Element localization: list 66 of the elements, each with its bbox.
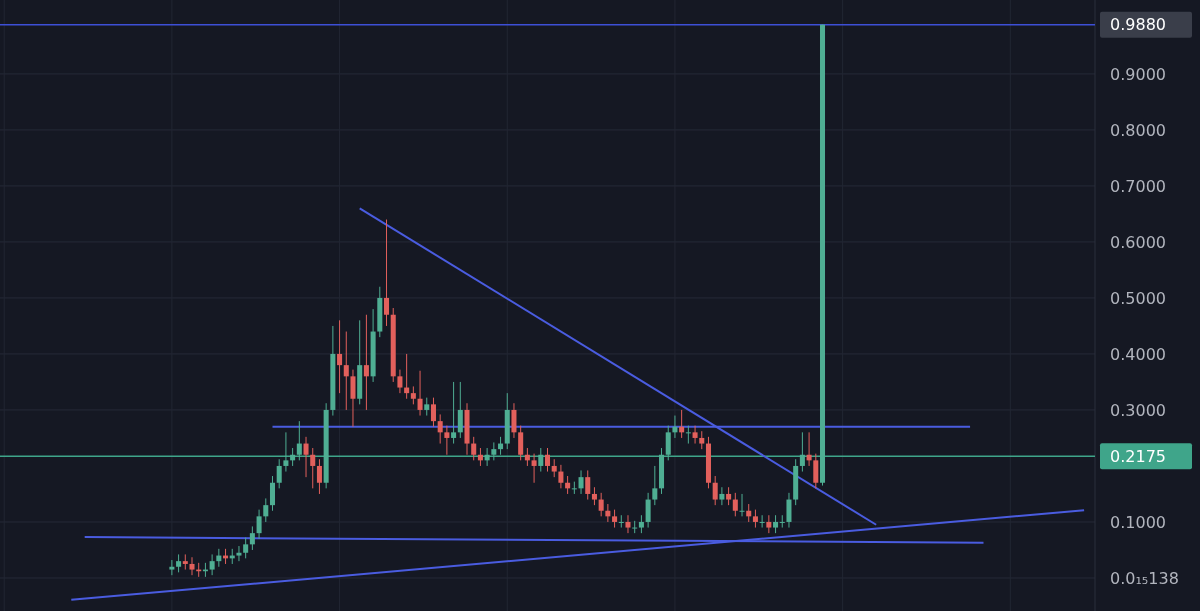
candlestick — [249, 525, 255, 551]
y-tick-label: 0.3000 — [1110, 400, 1166, 420]
candlestick — [169, 559, 175, 576]
candlestick — [457, 381, 463, 439]
candlestick — [276, 458, 282, 489]
candlestick — [236, 545, 242, 562]
candlestick — [712, 475, 718, 506]
candlestick — [719, 486, 725, 506]
y-tick-label: 0.7000 — [1110, 176, 1166, 196]
y-tick-label: 0.8000 — [1110, 120, 1166, 140]
candlestick — [269, 475, 276, 512]
candlestick — [625, 514, 631, 534]
candlestick — [316, 458, 322, 495]
candlestick — [558, 464, 564, 489]
candlestick — [437, 413, 443, 445]
candlestick — [538, 447, 544, 473]
candlestick — [256, 509, 262, 540]
candlestick — [632, 520, 638, 534]
y-tick-label: 0.9000 — [1110, 64, 1166, 84]
candlestick — [310, 447, 316, 489]
candlestick — [598, 492, 604, 517]
candlestick — [451, 381, 457, 445]
candlestick — [350, 369, 356, 428]
candlestick — [779, 514, 785, 529]
y-tick-label: 0.6000 — [1110, 232, 1166, 252]
candlestick — [813, 453, 819, 489]
y-tick-label: 0.1000 — [1110, 512, 1166, 532]
candlestick — [337, 319, 343, 394]
candlestick — [417, 370, 423, 417]
candlestick — [618, 514, 624, 529]
candlestick — [786, 492, 792, 529]
candlestick — [692, 425, 698, 445]
candlestick — [585, 469, 591, 501]
y-tick-label: 0.0₁₅138 — [1110, 568, 1179, 588]
candlestick — [444, 425, 450, 456]
candlestick — [343, 331, 349, 411]
candlestick — [652, 465, 658, 506]
candlestick — [645, 492, 651, 529]
candlestick — [243, 537, 249, 559]
candlestick — [739, 493, 745, 517]
candlestick — [571, 481, 577, 495]
candlestick — [209, 553, 215, 576]
candlestick — [759, 514, 765, 529]
candlestick — [283, 431, 289, 473]
candlestick — [384, 219, 390, 327]
candlestick — [685, 425, 691, 445]
ref-line-label: 0.9880 — [1110, 15, 1166, 35]
candlestick — [665, 425, 671, 461]
candlestick — [263, 497, 269, 523]
ref-line-label: 0.2175 — [1110, 446, 1166, 466]
candlestick — [363, 314, 369, 411]
candlestick — [518, 425, 524, 461]
candlestick — [303, 436, 309, 478]
candlestick — [189, 556, 195, 576]
candlestick — [544, 447, 551, 473]
candlestick — [430, 397, 436, 428]
candlestick — [471, 436, 477, 461]
candlestick — [578, 469, 584, 495]
candlestick — [397, 369, 403, 394]
y-tick-label: 0.5000 — [1110, 288, 1166, 308]
candlestick — [732, 492, 738, 517]
candlestick — [531, 453, 537, 484]
candlestick — [799, 431, 805, 473]
y-tick-label: 0.4000 — [1110, 344, 1166, 364]
candlestick — [511, 402, 517, 439]
candlestick — [296, 420, 302, 461]
